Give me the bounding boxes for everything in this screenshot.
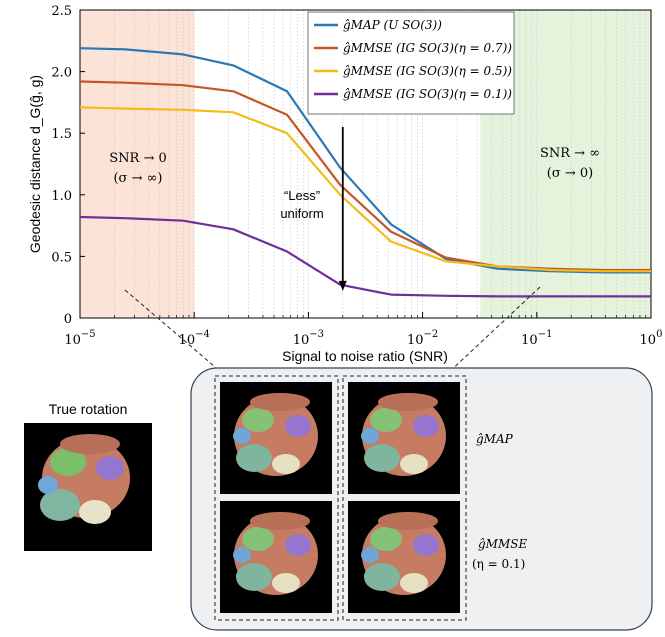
y-axis-ticks: 0 0.5 1.0 1.5 2.0 2.5 <box>51 4 85 327</box>
blob <box>236 444 272 472</box>
blob <box>364 563 400 591</box>
region-high-label-line1: SNR → ∞ <box>540 146 600 161</box>
legend-label-3: ĝMMSE (IG SO(3)(η = 0.1)) <box>343 87 512 101</box>
thumbnail-0 <box>220 382 332 494</box>
x-tick-label: 10−4 <box>179 329 210 348</box>
blob <box>400 573 428 593</box>
blob <box>378 512 438 530</box>
blob <box>413 534 439 556</box>
x-tick-label: 100 <box>640 329 663 348</box>
blob <box>364 444 400 472</box>
x-axis-label: Signal to noise ratio (SNR) <box>282 348 448 364</box>
x-tick-label: 10−3 <box>293 329 324 348</box>
legend-label-0: ĝMAP (U SO(3)) <box>343 18 442 32</box>
y-tick-label: 2.0 <box>51 66 72 81</box>
comparison-panel <box>190 367 653 631</box>
blob <box>272 454 300 474</box>
region-low-label-line1: SNR → 0 <box>109 151 167 166</box>
x-tick-label: 10−1 <box>521 329 552 348</box>
row1-label: ĝMAP <box>476 432 514 446</box>
thumbnail-1 <box>348 382 460 494</box>
y-tick-label: 1.5 <box>51 127 72 142</box>
blob <box>250 393 310 411</box>
region-high-label-line2: (σ → 0) <box>547 166 593 181</box>
row2-label-line2: (η = 0.1) <box>472 557 525 571</box>
legend-label-1: ĝMMSE (IG SO(3)(η = 0.7)) <box>343 41 512 55</box>
x-axis-ticks: 10−5 10−4 10−3 10−2 10−1 100 <box>64 312 662 348</box>
blob <box>400 454 428 474</box>
blob <box>233 547 251 563</box>
true-rotation-image <box>24 423 152 551</box>
true-rotation-label: True rotation <box>49 401 128 417</box>
plot-frame <box>79 9 652 319</box>
blob <box>378 393 438 411</box>
blob <box>242 527 274 551</box>
vertical-gridlines <box>80 10 647 318</box>
blob <box>361 428 379 444</box>
y-tick-label: 1.0 <box>51 189 72 204</box>
series-line-2 <box>80 106 651 273</box>
blob <box>285 534 311 556</box>
blob <box>272 573 300 593</box>
blob <box>370 408 402 432</box>
arrow-label-line1: “Less” <box>284 188 320 203</box>
blob <box>370 527 402 551</box>
shaded-region-0 <box>80 10 195 318</box>
connector-left <box>124 289 229 379</box>
x-tick-label: 10−5 <box>64 329 95 348</box>
blob <box>413 415 439 437</box>
less-uniform-arrow <box>338 127 347 291</box>
connector-right <box>445 286 541 376</box>
blob <box>242 408 274 432</box>
series-line-0 <box>80 47 651 274</box>
y-tick-label: 0.5 <box>51 250 72 265</box>
series-line-3 <box>80 215 651 298</box>
blob <box>233 428 251 444</box>
series-line-1 <box>80 80 651 272</box>
arrow-label-line2: uniform <box>280 206 323 221</box>
row2-label-line1: ĝMMSE <box>478 537 527 551</box>
thumbnail-2 <box>220 501 332 613</box>
thumbnail-3 <box>348 501 460 613</box>
y-tick-label: 0 <box>64 312 72 327</box>
blob <box>250 512 310 530</box>
y-axis-label: Geodesic distance d_G(ĝ, g) <box>27 75 43 253</box>
region-low-label-line2: (σ → ∞) <box>113 171 162 186</box>
x-tick-label: 10−2 <box>407 329 438 348</box>
blob <box>285 415 311 437</box>
legend: ĝMAP (U SO(3)) ĝMMSE (IG SO(3)(η = 0.7)) ĝ… <box>307 11 515 115</box>
blob <box>236 563 272 591</box>
series-lines <box>80 47 651 298</box>
blob <box>361 547 379 563</box>
arrow-head <box>338 280 347 291</box>
legend-label-2: ĝMMSE (IG SO(3)(η = 0.5)) <box>343 64 512 78</box>
y-tick-label: 2.5 <box>51 4 72 19</box>
